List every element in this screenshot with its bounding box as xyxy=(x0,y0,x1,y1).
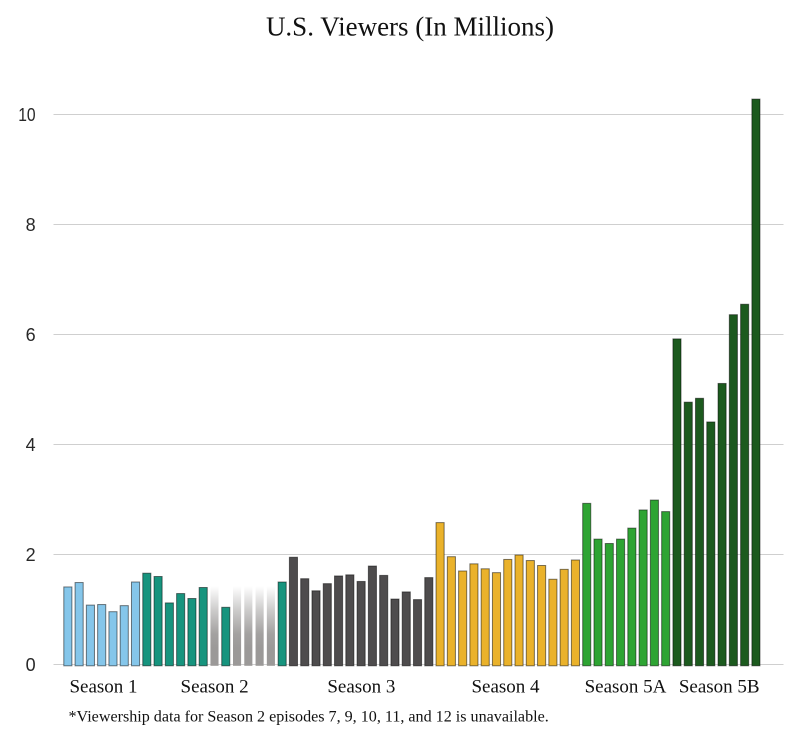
svg-text:10: 10 xyxy=(18,105,35,125)
svg-text:Season 5A: Season 5A xyxy=(585,677,667,698)
svg-text:8: 8 xyxy=(26,215,36,235)
svg-text:0: 0 xyxy=(26,655,36,675)
svg-text:4: 4 xyxy=(26,435,36,455)
svg-text:Season 5B: Season 5B xyxy=(679,677,760,698)
svg-text:*Viewership data for Season 2: *Viewership data for Season 2 episodes 7… xyxy=(69,709,549,726)
svg-text:Season 4: Season 4 xyxy=(471,677,540,698)
svg-text:2: 2 xyxy=(26,545,36,565)
svg-text:Season 3: Season 3 xyxy=(327,677,395,698)
svg-text:Season 2: Season 2 xyxy=(181,677,249,698)
svg-text:U.S. Viewers (In Millions): U.S. Viewers (In Millions) xyxy=(266,12,554,42)
svg-text:6: 6 xyxy=(26,325,36,345)
svg-text:Season 1: Season 1 xyxy=(69,677,137,698)
